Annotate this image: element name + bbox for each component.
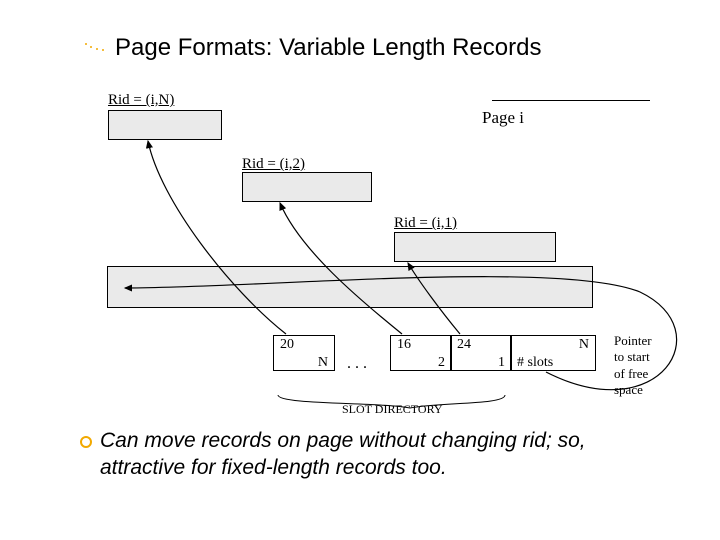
page-title: Page Formats: Variable Length Records: [115, 34, 541, 62]
page-top-rule: [492, 100, 650, 101]
pointer-line: of free: [614, 366, 652, 382]
slot-box-n: 20 N: [273, 335, 335, 371]
rid-label-2: Rid = (i,2): [242, 156, 305, 173]
note-lead: Can: [100, 429, 139, 452]
rid-label-1: Rid = (i,1): [394, 215, 457, 232]
bullet-icon: [80, 436, 92, 448]
slot-ellipsis: . . .: [347, 355, 367, 373]
note-rest: move records on page without changing ri…: [100, 429, 586, 479]
accent-dot: [90, 46, 92, 48]
rid-label-n: Rid = (i,N): [108, 92, 174, 109]
accent-dot: [102, 49, 104, 51]
bullet-note: Can move records on page without changin…: [100, 428, 660, 482]
pointer-line: Pointer: [614, 333, 652, 349]
slot-top: 16: [397, 336, 451, 354]
slot-box-2: 16 2: [390, 335, 452, 371]
record-n: [108, 110, 222, 140]
pointer-line: to start: [614, 349, 652, 365]
pointer-line: space: [614, 382, 652, 398]
nslots-top: N: [517, 336, 595, 354]
slot-top: 20: [280, 336, 334, 354]
free-space-band: [107, 266, 593, 308]
slot-top: 24: [457, 336, 511, 354]
nslots-box: N # slots: [510, 335, 596, 371]
nslots-bottom: # slots: [517, 354, 595, 372]
page-i-label: Page i: [482, 108, 524, 128]
accent-dot: [96, 48, 98, 50]
slot-bottom: N: [280, 354, 334, 372]
slot-bottom: 2: [397, 354, 451, 372]
accent-dot: [85, 43, 87, 45]
slot-box-1: 24 1: [450, 335, 512, 371]
slot-bottom: 1: [457, 354, 511, 372]
slot-directory-label: SLOT DIRECTORY: [342, 402, 443, 417]
pointer-caption: Pointer to start of free space: [614, 333, 652, 398]
record-2: [242, 172, 372, 202]
record-1: [394, 232, 556, 262]
